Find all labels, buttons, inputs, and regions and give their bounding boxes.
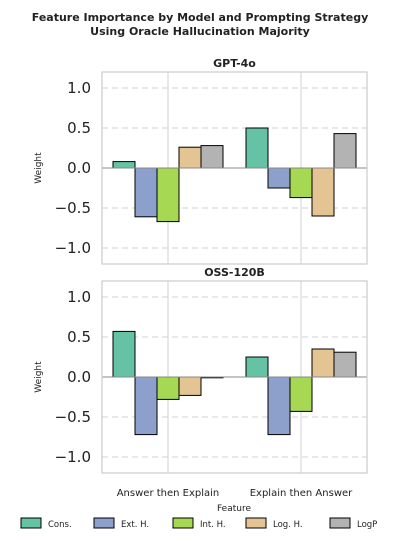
x-tick-label: Explain then Answer	[250, 488, 353, 499]
bar-ext-h-explain-then-answer	[267, 167, 291, 189]
axes-frame	[101, 71, 368, 265]
bar-log-h-answer-then-explain	[178, 146, 202, 169]
bar-log-h-explain-then-answer	[311, 167, 335, 217]
bar-cons-explain-then-answer	[245, 127, 269, 169]
bar-cons-answer-then-explain	[112, 161, 136, 169]
bar-logp-answer-then-explain	[200, 145, 224, 169]
y-axis-label: Weight	[34, 361, 44, 393]
axes-frame	[101, 280, 368, 474]
bar-int-h-explain-then-answer	[289, 167, 313, 199]
bar-int-h-answer-then-explain	[156, 167, 180, 223]
figure-title-line1: Feature Importance by Model and Promptin…	[32, 11, 369, 24]
bar-cons-answer-then-explain	[112, 330, 136, 378]
bar-log-h-explain-then-answer	[311, 348, 335, 378]
y-tick-label: −0.5	[55, 199, 91, 217]
bar-cons-explain-then-answer	[245, 356, 269, 378]
legend-label-ext-h: Ext. H.	[121, 520, 149, 530]
bar-logp-explain-then-answer	[333, 351, 357, 378]
legend-swatch-int-h	[172, 517, 194, 529]
bar-int-h-answer-then-explain	[156, 376, 180, 400]
bar-ext-h-answer-then-explain	[134, 167, 158, 218]
figure-title-line2: Using Oracle Hallucination Majority	[90, 25, 310, 38]
y-tick-label: −1.0	[55, 239, 91, 257]
panel-title: GPT-4o	[213, 57, 256, 70]
x-axis-label: Feature	[217, 504, 251, 514]
y-tick-label: 0.0	[67, 159, 91, 177]
bar-ext-h-explain-then-answer	[267, 376, 291, 436]
legend-label-log-h: Log. H.	[273, 520, 303, 530]
legend-label-int-h: Int. H.	[200, 520, 226, 530]
legend-label-cons: Cons.	[48, 520, 72, 530]
y-tick-label: −1.0	[55, 448, 91, 466]
y-axis-label: Weight	[34, 152, 44, 184]
legend: Cons. Ext. H. Int. H. Log. H. LogP	[20, 517, 377, 530]
legend-swatch-logp	[329, 517, 351, 529]
bar-ext-h-answer-then-explain	[134, 376, 158, 436]
y-tick-label: 1.0	[67, 288, 91, 306]
chart-panel-gpt4o: −1.0 −0.5 0.0 0.5 1.0 GPT-4o Weight	[34, 57, 368, 265]
chart-panel-oss120b: −1.0 −0.5 0.0 0.5 1.0 OSS-120B Weight Answer th…	[34, 266, 368, 499]
x-tick-label: Answer then Explain	[117, 488, 220, 499]
legend-swatch-log-h	[245, 517, 267, 529]
legend-swatch-ext-h	[93, 517, 115, 529]
y-tick-label: −0.5	[55, 408, 91, 426]
legend-swatch-cons	[20, 517, 42, 529]
y-tick-label: 1.0	[67, 79, 91, 97]
legend-label-logp: LogP	[357, 520, 377, 530]
y-tick-label: 0.5	[67, 328, 91, 346]
y-tick-label: 0.5	[67, 119, 91, 137]
y-tick-label: 0.0	[67, 368, 91, 386]
bar-logp-explain-then-answer	[333, 133, 357, 169]
bar-log-h-answer-then-explain	[178, 376, 202, 396]
bar-int-h-explain-then-answer	[289, 376, 313, 412]
panel-title: OSS-120B	[204, 266, 265, 279]
